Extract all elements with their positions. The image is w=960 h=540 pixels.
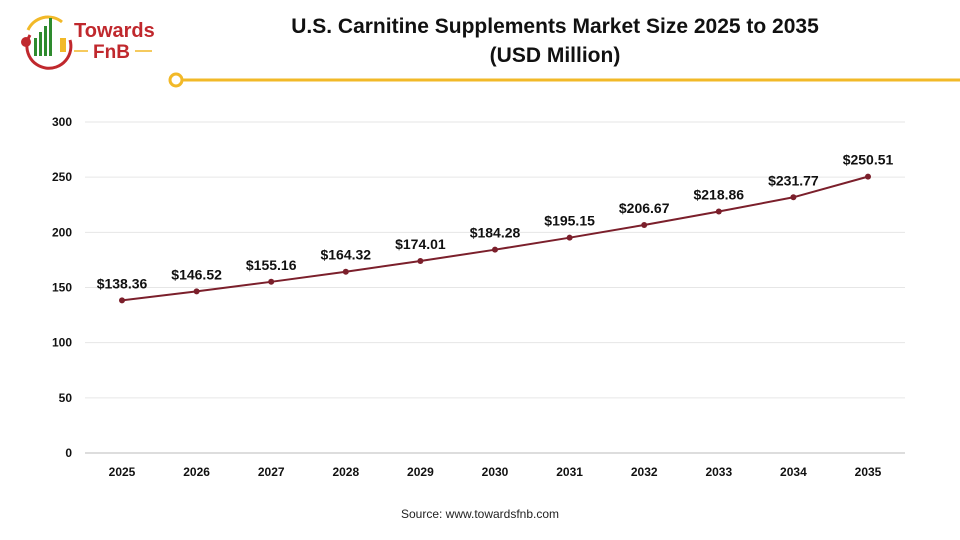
source-text: Source: www.towardsfnb.com [401, 507, 559, 521]
x-tick-label: 2029 [407, 465, 434, 479]
logo: Towards FnB [21, 15, 155, 70]
logo-bar-icon [44, 26, 47, 56]
logo-bar-icon [39, 32, 42, 56]
data-label: $218.86 [693, 187, 744, 203]
y-tick-label: 100 [52, 336, 72, 350]
data-point [715, 208, 722, 215]
data-label: $250.51 [843, 152, 894, 168]
x-tick-label: 2032 [631, 465, 658, 479]
x-tick-label: 2034 [780, 465, 807, 479]
logo-fork-icon [60, 38, 66, 52]
data-label: $174.01 [395, 236, 446, 252]
logo-arc-icon [26, 15, 63, 31]
data-point [492, 246, 498, 253]
data-point [342, 268, 349, 275]
data-label: $184.28 [470, 225, 521, 241]
data-label: $138.36 [97, 275, 148, 291]
chart-subtitle: (USD Million) [490, 44, 621, 67]
logo-bar-icon [49, 18, 52, 56]
logo-spoon-icon [21, 37, 31, 47]
y-tick-label: 300 [52, 115, 72, 129]
data-point [865, 173, 871, 180]
y-tick-label: 0 [65, 446, 72, 460]
accent-dot [168, 72, 184, 88]
y-tick-label: 200 [52, 225, 72, 239]
data-point [566, 234, 573, 241]
data-point [417, 258, 424, 265]
x-tick-label: 2031 [556, 465, 583, 479]
data-label: $206.67 [619, 200, 670, 216]
x-tick-label: 2033 [705, 465, 732, 479]
x-tick-label: 2035 [855, 465, 882, 479]
x-tick-label: 2027 [258, 465, 285, 479]
y-tick-label: 150 [52, 281, 72, 295]
logo-text-towards: Towards [74, 20, 155, 42]
x-tick-label: 2028 [332, 465, 359, 479]
logo-text-fnb: FnB [93, 42, 130, 63]
x-tick-label: 2030 [482, 465, 509, 479]
data-label: $155.16 [246, 257, 297, 273]
x-tick-label: 2025 [109, 465, 136, 479]
data-label: $146.52 [171, 266, 222, 282]
data-label: $231.77 [768, 172, 819, 188]
data-label: $164.32 [320, 247, 371, 263]
data-point [193, 288, 200, 295]
x-tick-label: 2026 [183, 465, 210, 479]
y-tick-label: 250 [52, 170, 72, 184]
y-tick-label: 50 [59, 391, 73, 405]
logo-bar-icon [34, 38, 37, 56]
chart-title: U.S. Carnitine Supplements Market Size 2… [291, 15, 819, 38]
data-point [641, 221, 648, 228]
data-point [119, 297, 125, 304]
data-label: $195.15 [544, 213, 595, 229]
data-point [268, 278, 275, 285]
data-point [790, 194, 797, 201]
